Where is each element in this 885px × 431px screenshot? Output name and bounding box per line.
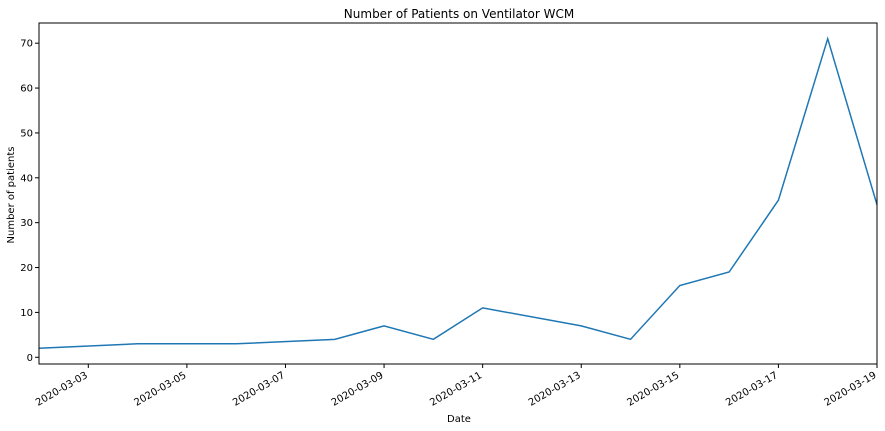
x-tick-label: 2020-03-17 [724, 370, 780, 409]
x-tick-label: 2020-03-07 [231, 370, 287, 409]
y-tick-label: 50 [20, 128, 33, 139]
x-axis-label: Date [447, 414, 471, 425]
series-line [38, 36, 878, 350]
y-tick-label: 40 [20, 173, 33, 184]
x-tick-label: 2020-03-15 [625, 370, 681, 409]
x-tick-label: 2020-03-19 [823, 370, 879, 409]
y-tick-label: 30 [20, 218, 33, 229]
y-tick-label: 0 [27, 353, 33, 364]
y-tick-label: 70 [20, 39, 33, 50]
x-tick-label: 2020-03-13 [527, 370, 583, 409]
chart-title: Number of Patients on Ventilator WCM [344, 7, 574, 21]
y-tick-label: 60 [20, 84, 33, 95]
y-axis-label: Number of patients [6, 147, 17, 244]
y-tick-label: 10 [20, 308, 33, 319]
x-tick-label: 2020-03-11 [428, 370, 484, 409]
x-tick-label: 2020-03-05 [133, 370, 189, 409]
x-tick-label: 2020-03-09 [330, 370, 386, 409]
y-tick-label: 20 [20, 263, 33, 274]
x-tick-label: 2020-03-03 [34, 370, 90, 409]
plot-frame [38, 22, 878, 365]
